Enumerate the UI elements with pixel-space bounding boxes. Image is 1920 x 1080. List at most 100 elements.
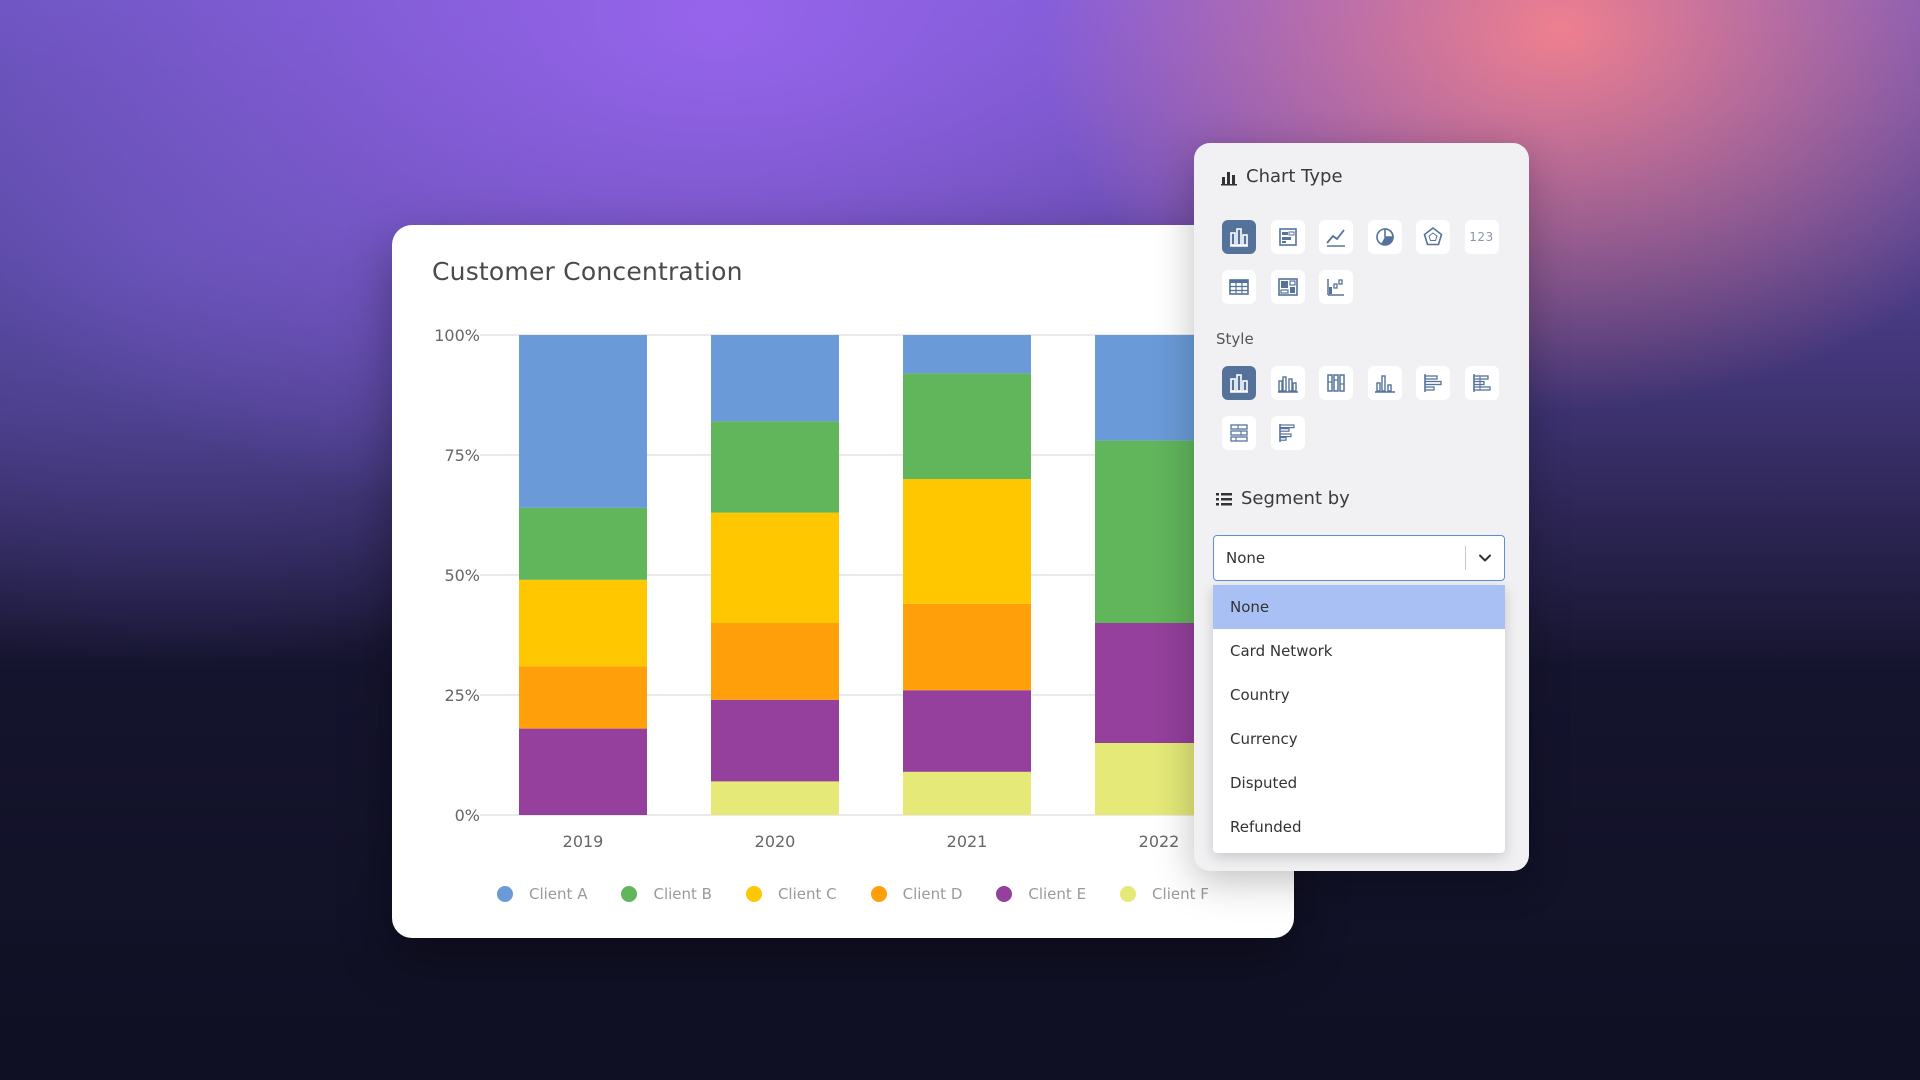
- x-tick-label: 2019: [563, 832, 604, 851]
- dropdown-option-country[interactable]: Country: [1230, 686, 1290, 704]
- bar-segment-client-d-2019[interactable]: [519, 666, 647, 729]
- radar-chart-icon: [1421, 225, 1445, 249]
- grouped-column-icon: [1276, 371, 1300, 395]
- chart-type-radar-chart-button[interactable]: [1416, 220, 1450, 254]
- chart-type-stacked-list-button[interactable]: [1270, 220, 1305, 254]
- legend-item-client-e[interactable]: Client E: [996, 885, 1086, 903]
- chart-settings-panel: Chart Type Style Segment by None None Car…: [1194, 143, 1529, 871]
- bar-segment-client-b-2021[interactable]: [903, 373, 1031, 479]
- bar-segment-client-f-2021[interactable]: [903, 771, 1031, 815]
- legend-swatch: [745, 886, 762, 902]
- style-grouped-column-button[interactable]: [1270, 366, 1305, 400]
- list-icon: [1215, 490, 1233, 508]
- y-tick-label: 25%: [444, 686, 480, 705]
- bar-segment-client-a-2020[interactable]: [711, 335, 839, 422]
- bar-segment-client-c-2020[interactable]: [711, 512, 839, 623]
- horizontal-stacked-bar-icon: [1470, 371, 1494, 395]
- y-tick-label: 75%: [444, 446, 480, 465]
- stacked-bar-chart: 0% 25% 50% 75% 100% 2019 2020 2021 2022: [434, 326, 1294, 851]
- legend-label: Client A: [529, 885, 588, 903]
- bar-segment-client-c-2019[interactable]: [519, 579, 647, 667]
- table-icon: [1227, 275, 1251, 299]
- legend-swatch: [497, 886, 513, 902]
- segment-by-select[interactable]: None: [1213, 535, 1505, 581]
- pie-chart-icon: [1373, 225, 1397, 249]
- legend-label: Client F: [1152, 885, 1209, 903]
- chart-type-treemap-button[interactable]: [1270, 269, 1305, 304]
- horizontal-percent-bar-icon: [1227, 421, 1251, 445]
- chevron-down-icon[interactable]: [1476, 549, 1494, 571]
- style-horizontal-grouped-bar-button[interactable]: [1270, 415, 1305, 450]
- bar-segment-client-f-2020[interactable]: [711, 781, 839, 815]
- legend-label: Client D: [902, 885, 963, 903]
- select-divider: [1465, 546, 1466, 570]
- treemap-icon: [1276, 275, 1300, 299]
- y-tick-label: 50%: [444, 566, 480, 585]
- segment-by-label: Segment by: [1241, 488, 1350, 509]
- x-tick-label: 2022: [1139, 832, 1180, 851]
- chart-type-label: Chart Type: [1246, 166, 1343, 187]
- dropdown-option-currency[interactable]: Currency: [1230, 730, 1298, 748]
- waterfall-chart-icon: [1324, 275, 1348, 299]
- style-percent-column-button[interactable]: [1319, 366, 1353, 400]
- chart-type-table-button[interactable]: [1222, 269, 1256, 304]
- bar-segment-client-b-2019[interactable]: [519, 507, 647, 580]
- bar-segment-client-b-2020[interactable]: [711, 421, 839, 513]
- bar-chart-icon: [1220, 168, 1238, 186]
- line-chart-icon: [1324, 225, 1348, 249]
- legend-swatch: [870, 886, 887, 902]
- dropdown-option-card-network[interactable]: Card Network: [1230, 642, 1333, 660]
- y-tick-label: 0%: [455, 806, 480, 825]
- bar-segment-client-e-2021[interactable]: [903, 690, 1031, 772]
- y-tick-label: 100%: [434, 326, 480, 345]
- stacked-column-icon: [1227, 371, 1251, 395]
- bar-segment-client-e-2020[interactable]: [711, 699, 839, 782]
- legend-swatch: [996, 886, 1013, 902]
- horizontal-grouped-bar-icon: [1276, 421, 1300, 445]
- dropdown-option-disputed[interactable]: Disputed: [1230, 774, 1298, 792]
- x-tick-label: 2020: [755, 832, 796, 851]
- legend-item-client-c[interactable]: Client C: [745, 885, 837, 903]
- bar-segment-client-a-2019[interactable]: [519, 335, 647, 508]
- legend-swatch: [621, 886, 638, 902]
- number-icon: 123: [1469, 230, 1494, 244]
- style-horizontal-bar-button[interactable]: [1416, 366, 1450, 400]
- segment-by-dropdown: None Card Network Country Currency Disputed R…: [1213, 585, 1505, 853]
- chart-type-line-chart-button[interactable]: [1319, 220, 1353, 254]
- chart-type-number-button[interactable]: 123: [1464, 220, 1499, 254]
- x-tick-label: 2021: [947, 832, 988, 851]
- style-horizontal-percent-bar-button[interactable]: [1222, 415, 1256, 450]
- style-horizontal-stacked-bar-button[interactable]: [1464, 366, 1499, 400]
- percent-column-icon: [1324, 371, 1348, 395]
- chart-type-pie-chart-button[interactable]: [1367, 220, 1402, 254]
- stacked-list-icon: [1276, 225, 1300, 249]
- bar-segment-client-d-2020[interactable]: [711, 623, 839, 700]
- chart-card: Customer Concentration 0% 25% 50% 75% 100% 20…: [392, 225, 1294, 938]
- horizontal-bar-icon: [1421, 371, 1445, 395]
- segment-by-header: Segment by: [1215, 488, 1350, 509]
- legend-item-client-b[interactable]: Client B: [621, 885, 712, 903]
- chart-legend: Client A Client B Client C Client D Client E…: [497, 885, 1243, 903]
- style-simple-column-button[interactable]: [1367, 366, 1402, 400]
- segment-by-value: None: [1226, 549, 1266, 567]
- bar-segment-client-a-2021[interactable]: [903, 335, 1031, 374]
- bar-segment-client-e-2019[interactable]: [519, 728, 647, 815]
- legend-item-client-a[interactable]: Client A: [497, 885, 587, 903]
- dropdown-option-none[interactable]: None: [1213, 585, 1505, 629]
- dropdown-option-refunded[interactable]: Refunded: [1230, 818, 1302, 836]
- chart-type-header: Chart Type: [1220, 166, 1343, 187]
- chart-type-waterfall-chart-button[interactable]: [1319, 269, 1353, 304]
- style-stacked-column-button[interactable]: [1222, 366, 1256, 400]
- simple-column-icon: [1373, 371, 1397, 395]
- stacked-bar-chart-icon: [1227, 225, 1251, 249]
- legend-item-client-d[interactable]: Client D: [870, 885, 963, 903]
- legend-label: Client C: [777, 885, 837, 903]
- bar-segment-client-d-2021[interactable]: [903, 603, 1031, 691]
- chart-type-stacked-bar-chart-button[interactable]: [1222, 220, 1256, 254]
- legend-item-client-f[interactable]: Client F: [1120, 885, 1209, 903]
- chart-title: Customer Concentration: [432, 257, 743, 286]
- style-label: Style: [1216, 330, 1254, 348]
- bar-segment-client-c-2021[interactable]: [903, 479, 1031, 604]
- legend-label: Client E: [1028, 885, 1087, 903]
- legend-label: Client B: [653, 885, 712, 903]
